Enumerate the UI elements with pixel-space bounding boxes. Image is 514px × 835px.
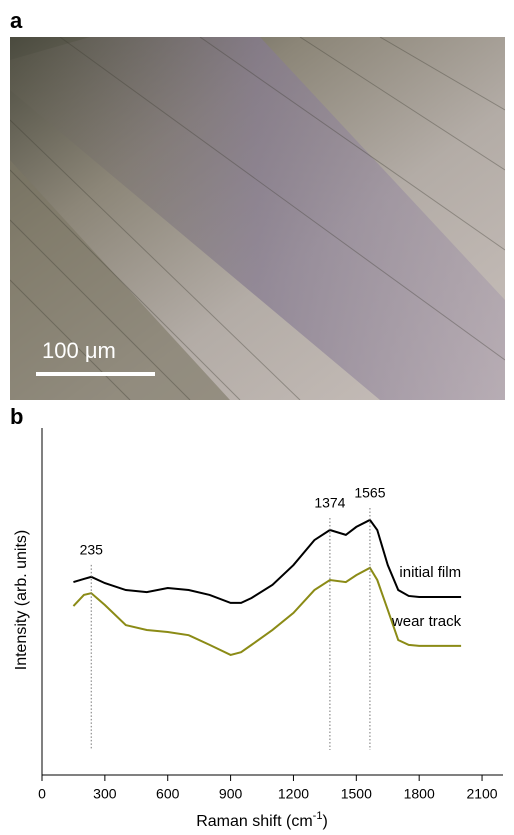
x-tick-label: 1200 xyxy=(278,786,309,802)
x-axis-label: Raman shift (cm-1) xyxy=(196,810,328,830)
x-tick-label: 900 xyxy=(219,786,243,802)
x-tick-label: 2100 xyxy=(466,786,497,802)
x-tick-label: 1800 xyxy=(404,786,435,802)
x-tick-label: 300 xyxy=(93,786,117,802)
x-tick-label: 600 xyxy=(156,786,180,802)
line-series xyxy=(73,518,462,604)
peak-label: 1374 xyxy=(314,495,345,511)
panel-label: b xyxy=(10,404,23,429)
series-label: wear track xyxy=(391,613,462,630)
x-tick-label: 1500 xyxy=(341,786,372,802)
y-axis-label: Intensity (arb. units) xyxy=(13,530,30,671)
x-tick-label: 0 xyxy=(38,786,46,802)
peak-label: 1565 xyxy=(354,485,385,501)
micrograph: 100 μm xyxy=(10,37,505,400)
peak-label: 235 xyxy=(80,542,104,558)
line-series xyxy=(72,566,462,656)
panel-label: a xyxy=(10,8,23,33)
series-label: initial film xyxy=(399,564,461,581)
scale-bar-label: 100 μm xyxy=(42,338,116,363)
